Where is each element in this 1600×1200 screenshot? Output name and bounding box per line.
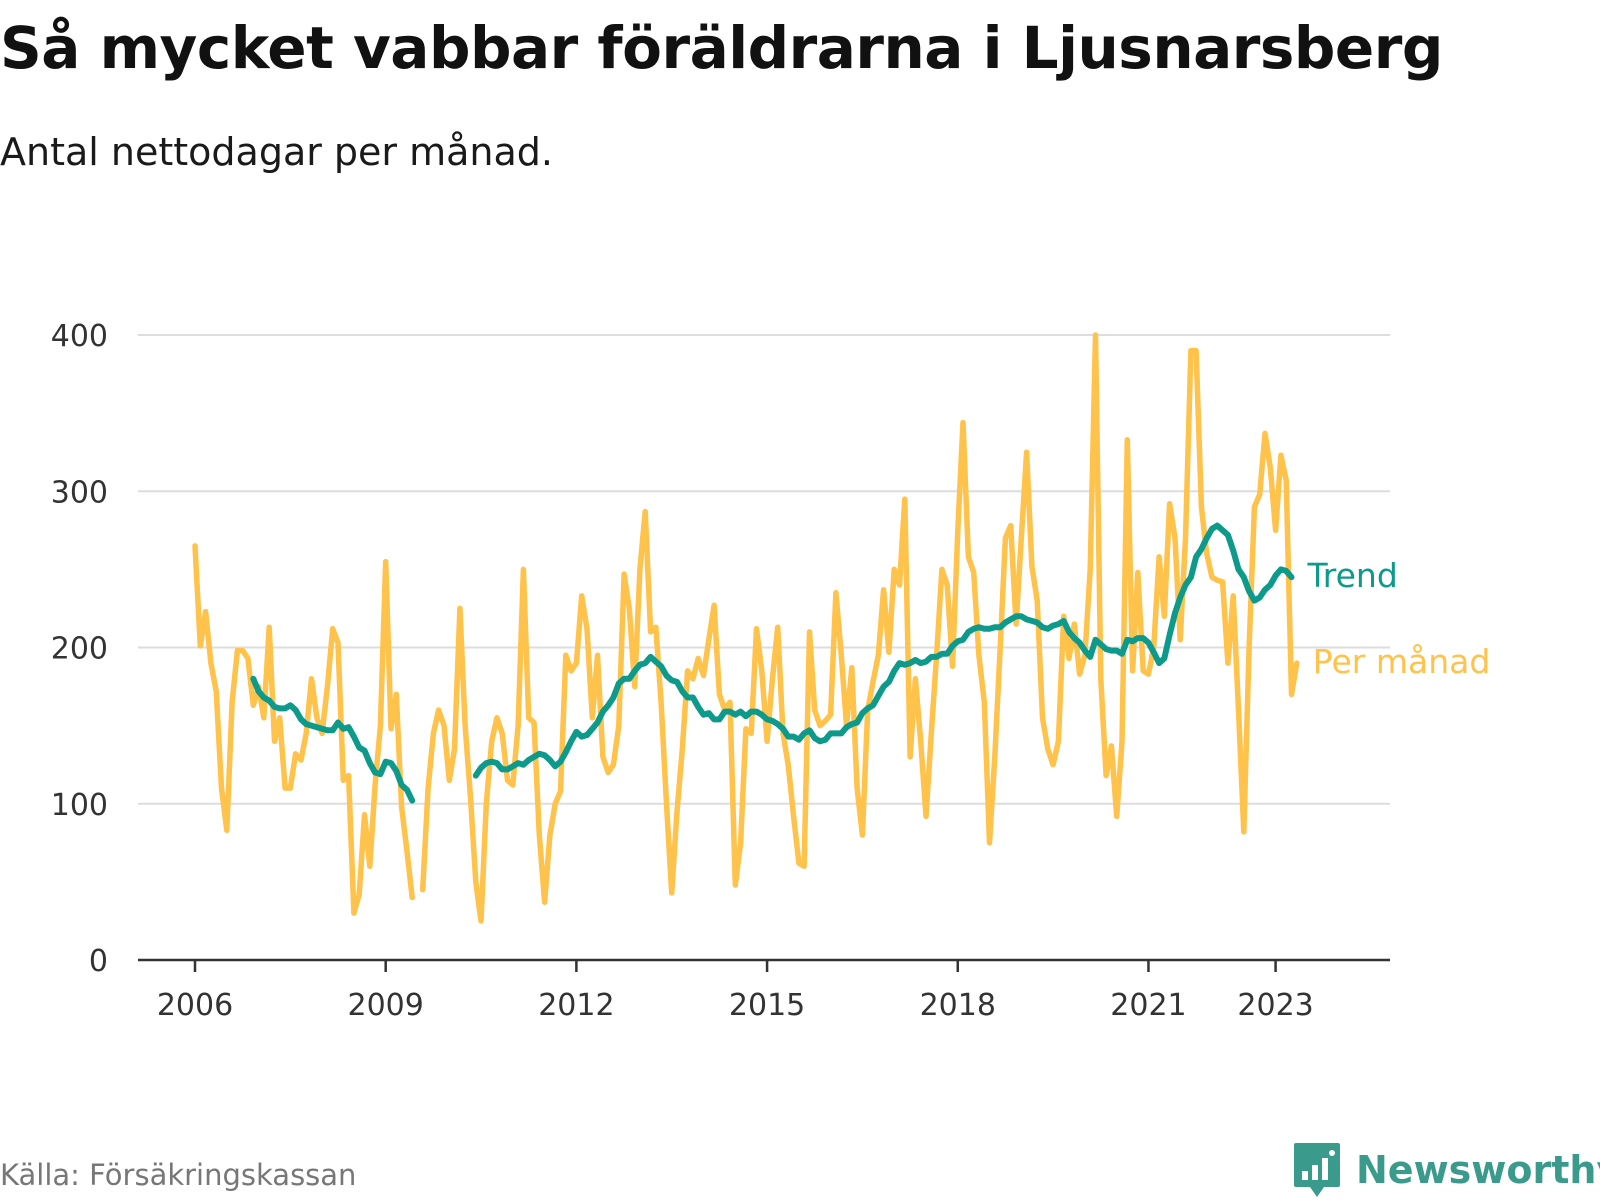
y-tick-label: 200 — [51, 632, 108, 667]
y-tick-label: 0 — [89, 944, 108, 979]
x-tick-label: 2015 — [729, 988, 805, 1023]
x-tick-label: 2009 — [348, 988, 424, 1023]
y-tick-label: 300 — [51, 475, 108, 510]
chart-subtitle: Antal nettodagar per månad. — [0, 130, 554, 174]
x-tick-label: 2012 — [538, 988, 614, 1023]
y-tick-label: 100 — [51, 788, 108, 823]
source-note: Källa: Försäkringskassan — [0, 1158, 357, 1192]
monthly-line — [419, 332, 1300, 924]
x-axis: 2006 2009 2012 2015 2018 2021 2023 — [138, 958, 1390, 1023]
x-tick-label: 2018 — [920, 988, 996, 1023]
trend-label: Trend — [1306, 556, 1397, 595]
chart-title: Så mycket vabbar föräldrarna i Ljusnarsb… — [0, 14, 1443, 82]
x-tick-label: 2021 — [1110, 988, 1186, 1023]
newsworthy-logo-icon — [1294, 1143, 1340, 1197]
grid-lines: 0 100 200 300 400 — [51, 319, 1390, 979]
monthly-label: Per månad — [1313, 642, 1491, 681]
series-lines — [192, 332, 1300, 924]
series-labels: Per månad Trend — [1306, 556, 1490, 681]
monthly-line — [192, 543, 415, 916]
brand-name: Newsworthy — [1356, 1148, 1600, 1192]
trend-line — [250, 675, 416, 804]
x-tick-label: 2006 — [157, 988, 233, 1023]
trend-line — [472, 522, 1295, 779]
x-tick-label: 2023 — [1237, 988, 1313, 1023]
y-tick-label: 400 — [51, 319, 108, 354]
brand-logo: Newsworthy — [1292, 1140, 1600, 1200]
